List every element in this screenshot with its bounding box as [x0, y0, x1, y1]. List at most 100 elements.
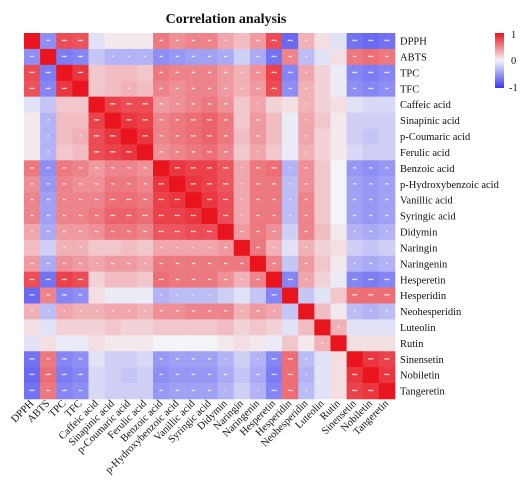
heatmap-cell — [378, 271, 396, 288]
significance-mark: ** — [208, 39, 212, 44]
heatmap-cell — [88, 33, 105, 50]
significance-mark: ** — [46, 357, 50, 362]
heatmap-cell — [153, 367, 170, 384]
row-label: Naringenin — [400, 259, 448, 270]
heatmap-cell — [40, 96, 57, 113]
significance-mark: ** — [208, 261, 212, 266]
heatmap-cell — [104, 176, 122, 193]
significance-mark: * — [273, 245, 275, 250]
significance-mark: *** — [142, 214, 148, 219]
heatmap-cell — [136, 33, 154, 50]
significance-mark: *** — [368, 293, 374, 298]
heatmap-cell — [233, 335, 251, 352]
heatmap-cell — [298, 271, 315, 288]
heatmap-cell — [72, 160, 89, 177]
heatmap-cell — [298, 112, 315, 129]
significance-mark: ** — [175, 118, 179, 123]
heatmap-cell — [136, 239, 154, 257]
heatmap-cell — [298, 383, 315, 400]
row-labels: DPPH ABTS TPC TFC Caffeic acid Sinapinic acid… — [400, 37, 500, 398]
heatmap-cell — [201, 80, 218, 97]
significance-mark: * — [96, 261, 98, 266]
significance-mark: * — [112, 54, 114, 59]
significance-mark: ** — [159, 389, 163, 394]
heatmap-cell — [185, 208, 202, 225]
heatmap-cell — [40, 33, 57, 50]
significance-mark: ** — [256, 198, 260, 203]
significance-mark: * — [144, 309, 146, 314]
heatmap-cell — [185, 287, 202, 304]
heatmap-cell — [201, 64, 218, 82]
heatmap-cell — [362, 319, 380, 336]
heatmap-cell — [56, 255, 73, 272]
row-label: Benzoic acid — [400, 164, 455, 175]
heatmap-cell — [169, 239, 186, 257]
heatmap-cell — [362, 367, 380, 384]
row-label: Naringin — [400, 243, 438, 254]
heatmap-cell — [233, 383, 251, 400]
significance-mark: * — [241, 214, 243, 219]
significance-mark: *** — [175, 214, 181, 219]
significance-mark: *** — [46, 86, 52, 91]
heatmap-cell — [265, 112, 283, 129]
heatmap-cell — [249, 33, 267, 50]
heatmap-cell — [169, 33, 186, 50]
significance-mark: *** — [384, 277, 390, 282]
heatmap-cell — [153, 208, 170, 225]
heatmap-cell — [314, 96, 331, 113]
significance-mark: *** — [158, 230, 164, 235]
heatmap-cell — [282, 367, 299, 384]
heatmap-cell — [185, 160, 202, 177]
row-label: Syringic acid — [400, 212, 456, 223]
heatmap-cell — [169, 176, 186, 193]
heatmap-cell — [56, 128, 73, 145]
significance-mark: ** — [30, 214, 34, 219]
heatmap-cell — [249, 335, 267, 352]
significance-mark: ** — [369, 261, 373, 266]
significance-mark: ** — [208, 277, 212, 282]
heatmap-cell — [185, 367, 202, 384]
heatmap-cell — [153, 144, 170, 161]
heatmap-cell — [314, 192, 331, 209]
heatmap-cell — [298, 319, 315, 336]
significance-mark: ** — [369, 230, 373, 235]
heatmap-cell — [24, 271, 41, 288]
significance-mark: *** — [223, 198, 229, 203]
heatmap-cell — [282, 33, 299, 50]
heatmap-cell — [153, 335, 170, 352]
significance-mark: ** — [159, 118, 163, 123]
heatmap-cell — [249, 239, 267, 257]
significance-mark: * — [354, 230, 356, 235]
heatmap-cell — [265, 351, 283, 368]
significance-mark: *** — [78, 39, 84, 44]
heatmap-cell — [169, 287, 186, 304]
significance-mark: ** — [159, 70, 163, 75]
heatmap-cell — [56, 351, 73, 368]
heatmap-cell — [104, 192, 122, 209]
heatmap-cell — [201, 255, 218, 272]
row-label: Didymin — [400, 228, 438, 239]
heatmap-cell — [169, 64, 186, 82]
heatmap-cell — [249, 287, 267, 304]
significance-mark: ** — [288, 86, 292, 91]
heatmap-cell — [185, 192, 202, 209]
heatmap-cell — [88, 335, 105, 352]
significance-mark: *** — [191, 118, 197, 123]
significance-mark: ** — [208, 357, 212, 362]
heatmap-cell — [217, 303, 234, 320]
significance-mark: *** — [46, 70, 52, 75]
significance-mark: ** — [95, 230, 99, 235]
significance-mark: * — [257, 102, 259, 107]
heatmap-cell — [153, 255, 170, 272]
heatmap-cell — [40, 239, 57, 257]
significance-mark: *** — [352, 70, 358, 75]
heatmap-cell — [88, 176, 105, 193]
heatmap-cell — [120, 383, 138, 400]
significance-mark: *** — [223, 166, 229, 171]
significance-mark: *** — [62, 293, 68, 298]
heatmap-cell — [362, 48, 380, 66]
significance-mark: * — [273, 309, 275, 314]
significance-mark: ** — [288, 54, 292, 59]
significance-mark: ** — [127, 166, 131, 171]
heatmap-cell — [314, 80, 331, 97]
